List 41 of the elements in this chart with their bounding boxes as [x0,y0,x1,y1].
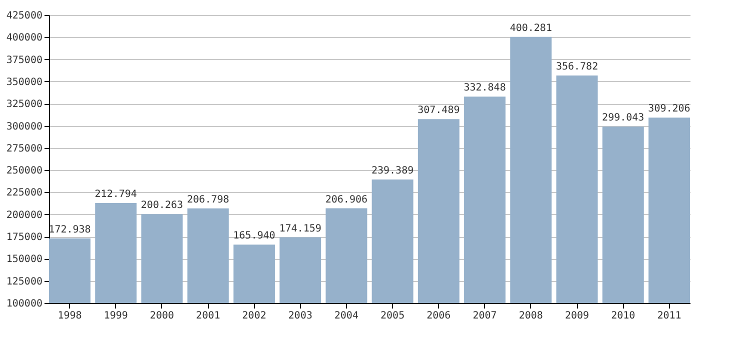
x-tick-label: 2002 [242,310,266,322]
data-label: 200.263 [140,200,184,212]
x-tick-label: 2001 [196,310,220,322]
y-tick-label: 350000 [6,76,42,88]
x-tick-label: 2009 [564,310,590,322]
x-tick-label: 2011 [657,310,682,322]
y-tick-label: 100000 [6,298,42,310]
x-tick-label: 2010 [611,310,636,322]
data-label: 206.906 [325,194,368,206]
y-tick-label: 175000 [6,232,42,244]
y-tick-label: 125000 [6,276,42,288]
y-tick-label: 325000 [6,99,42,110]
x-tick-label: 2007 [472,310,497,322]
x-tick-label: 2004 [334,310,358,322]
x-tick-label: 2006 [426,310,451,322]
y-tick-label: 275000 [6,143,42,154]
y-tick-label: 425000 [6,10,42,22]
data-label: 165.940 [233,230,276,242]
y-tick-label: 200000 [6,210,42,221]
x-tick-label: 2003 [288,310,312,322]
data-label: 212.794 [94,189,137,200]
x-tick-label: 2000 [150,310,174,322]
x-tick-label: 1998 [58,310,82,322]
y-tick-label: 150000 [6,254,42,266]
y-tick-label: 375000 [6,54,42,66]
data-label: 206.798 [187,194,230,206]
y-tick-label: 225000 [6,188,42,199]
data-label: 307.489 [418,105,460,116]
x-tick-label: 1999 [104,310,128,322]
data-label: 239.389 [371,165,414,176]
x-tick-label: 2008 [518,310,543,322]
y-tick-label: 300000 [6,121,42,132]
data-label: 174.159 [279,223,322,234]
x-tick-label: 2005 [380,310,405,322]
data-label: 356.782 [556,61,598,72]
data-label: 299.043 [602,112,644,124]
data-label: 332.848 [464,82,506,94]
y-tick-label: 250000 [6,166,42,177]
data-label: 400.281 [510,22,552,34]
data-label: 309.206 [648,104,690,115]
y-tick-label: 400000 [6,32,42,44]
